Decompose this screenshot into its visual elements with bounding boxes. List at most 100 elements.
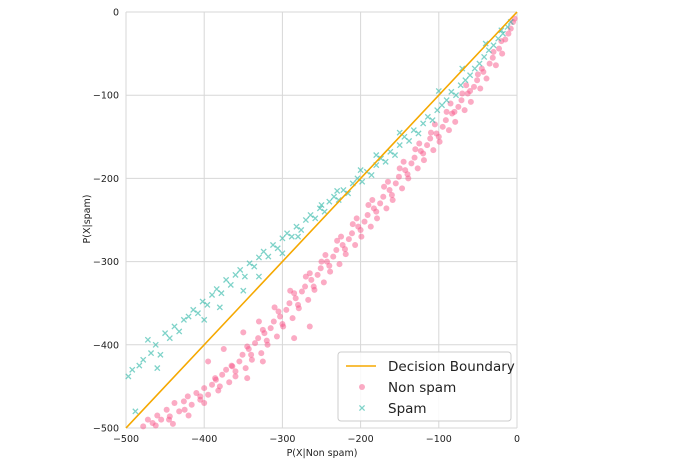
- non-spam-point: [314, 271, 321, 278]
- spam-point: [284, 230, 291, 237]
- non-spam-point: [232, 373, 239, 380]
- non-spam-point: [286, 300, 293, 307]
- non-spam-point: [201, 400, 208, 407]
- non-spam-point: [317, 265, 324, 272]
- non-spam-point: [289, 315, 296, 322]
- non-spam-point: [270, 318, 277, 325]
- non-spam-point: [492, 62, 499, 69]
- spam-point: [498, 27, 505, 34]
- spam-point: [495, 35, 502, 42]
- non-spam-point: [463, 82, 470, 89]
- non-spam-point: [477, 85, 484, 92]
- spam-point: [485, 47, 492, 54]
- non-spam-point: [240, 329, 247, 336]
- non-spam-point: [442, 117, 449, 124]
- non-spam-point: [431, 121, 438, 128]
- spam-point: [373, 152, 380, 159]
- spam-point: [330, 193, 338, 200]
- x-tick-label: 0: [514, 434, 520, 445]
- non-spam-point: [496, 45, 503, 52]
- spam-point: [144, 336, 151, 343]
- non-spam-point: [252, 340, 259, 347]
- non-spam-point: [239, 351, 246, 358]
- spam-point: [340, 186, 347, 194]
- non-spam-point: [271, 304, 278, 311]
- non-spam-point: [357, 226, 364, 233]
- spam-point: [279, 235, 286, 242]
- spam-point: [424, 113, 431, 120]
- non-spam-point: [193, 390, 200, 397]
- non-spam-point: [158, 416, 165, 423]
- spam-point: [298, 226, 305, 234]
- spam-point: [457, 82, 464, 89]
- non-spam-point: [345, 236, 352, 243]
- non-spam-point: [445, 127, 452, 134]
- non-spam-point: [352, 241, 359, 248]
- non-spam-point: [277, 313, 284, 320]
- spam-point: [166, 335, 173, 342]
- spam-point: [185, 313, 192, 320]
- spam-point: [216, 304, 223, 311]
- non-spam-point: [201, 385, 208, 392]
- spam-point: [288, 233, 295, 240]
- non-spam-point: [306, 323, 313, 330]
- spam-point: [391, 152, 399, 159]
- non-spam-point: [259, 358, 266, 365]
- non-spam-point: [242, 365, 249, 372]
- non-spam-point: [258, 350, 265, 357]
- non-spam-point: [267, 325, 274, 332]
- spam-point: [265, 253, 272, 260]
- y-axis-label: P(X|spam): [82, 195, 93, 244]
- non-spam-point: [220, 345, 227, 352]
- x-tick-label: −200: [348, 434, 374, 445]
- non-spam-point: [435, 133, 442, 140]
- non-spam-point: [283, 306, 290, 313]
- spam-point: [382, 158, 389, 165]
- non-spam-point: [223, 366, 230, 373]
- spam-point: [490, 42, 497, 49]
- non-spam-point: [330, 253, 337, 260]
- spam-point: [448, 88, 455, 95]
- spam-point: [227, 281, 234, 288]
- non-spam-point: [327, 268, 334, 275]
- spam-point: [180, 316, 187, 323]
- spam-point: [154, 365, 161, 372]
- non-spam-point: [458, 97, 465, 104]
- non-spam-point: [499, 50, 506, 57]
- legend-box: [337, 351, 512, 422]
- legend-spam-swatch: [358, 404, 366, 412]
- legend-label-spam: Spam: [388, 401, 427, 417]
- legend-non-spam-swatch: [359, 384, 365, 390]
- spam-point: [481, 53, 488, 60]
- y-tick-label: −500: [93, 424, 119, 435]
- non-spam-point: [467, 98, 474, 105]
- spam-point: [357, 167, 364, 174]
- non-spam-point: [188, 401, 195, 408]
- non-spam-point: [154, 412, 161, 419]
- x-axis-label: P(X|Non spam): [287, 448, 358, 459]
- non-spam-point: [377, 200, 384, 207]
- non-spam-point: [263, 337, 270, 344]
- non-spam-point: [404, 171, 411, 178]
- non-spam-point: [180, 398, 187, 405]
- spam-point: [147, 350, 155, 357]
- spam-point: [171, 323, 178, 330]
- spam-point: [420, 120, 427, 127]
- spam-point: [246, 260, 253, 267]
- non-spam-point: [474, 77, 481, 84]
- non-spam-point: [302, 283, 309, 290]
- non-spam-point: [171, 400, 178, 407]
- non-spam-point: [248, 351, 255, 358]
- spam-point: [415, 130, 422, 137]
- non-spam-point: [486, 60, 493, 67]
- non-spam-point: [326, 262, 333, 269]
- non-spam-point: [414, 165, 421, 172]
- non-spam-point: [400, 158, 407, 165]
- non-spam-point: [386, 187, 393, 194]
- spam-point: [307, 211, 314, 219]
- non-spam-point: [427, 129, 434, 136]
- spam-point: [471, 65, 478, 72]
- non-spam-point: [302, 273, 309, 280]
- spam-point: [335, 196, 342, 204]
